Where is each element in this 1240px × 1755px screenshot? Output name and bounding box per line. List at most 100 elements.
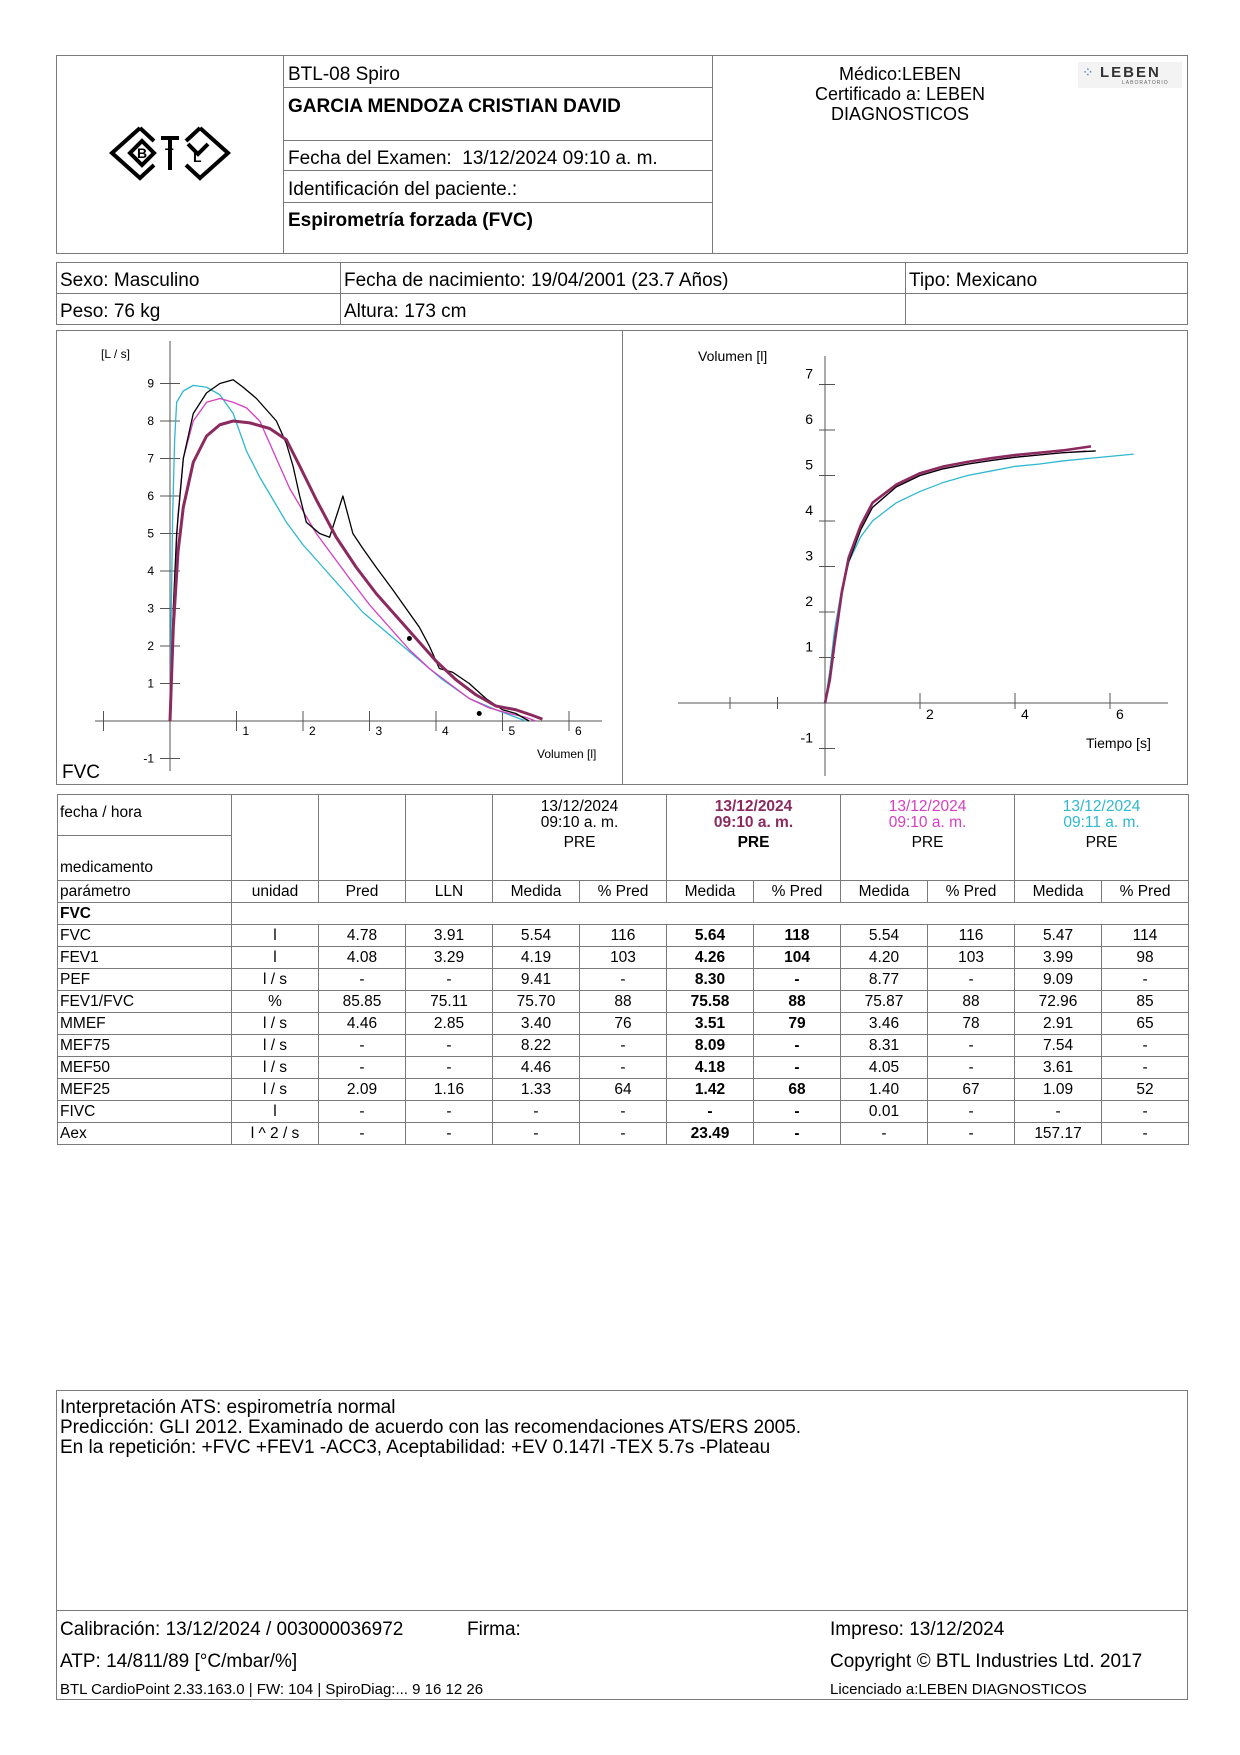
vt-y-tick-label: 4 <box>805 502 813 518</box>
table-cell: FVC <box>57 924 232 947</box>
leben-logo-icon: ⁘ <box>1082 64 1094 80</box>
table-cell: - <box>492 1100 580 1123</box>
column-header: unidad <box>231 880 319 903</box>
doctor-name: Médico:LEBEN <box>838 64 962 84</box>
column-header: Pred <box>318 880 406 903</box>
table-cell: - <box>578 1034 668 1057</box>
svg-text:B: B <box>137 145 147 161</box>
table-cell: 116 <box>578 924 668 947</box>
table-cell: 5.54 <box>840 924 929 947</box>
table-cell: - <box>405 968 493 991</box>
test-3-time: 09:10 a. m. <box>888 814 967 831</box>
certified-line1: Certificado a: LEBEN <box>814 84 986 104</box>
table-cell: - <box>1014 1100 1103 1123</box>
table-cell: - <box>318 1056 406 1079</box>
fv-x-label: Volumen [l] <box>537 747 596 761</box>
medicamento-label-cell: medicamento <box>57 835 232 881</box>
table-cell: 4.26 <box>666 946 755 969</box>
interpretation-box <box>56 1390 1188 1700</box>
table-cell: 65 <box>1101 1012 1190 1035</box>
table-cell: 52 <box>1101 1078 1190 1101</box>
table-cell: 8.30 <box>666 968 755 991</box>
column-header: Medida <box>492 880 580 903</box>
column-header-row: parámetro unidad Pred LLN Medida% Pred Medida… <box>57 880 1190 903</box>
table-cell: 2.09 <box>318 1078 406 1101</box>
table-cell: 1.09 <box>1014 1078 1103 1101</box>
table-cell: - <box>927 968 1016 991</box>
table-cell: 4.46 <box>318 1012 406 1035</box>
fv-y-tick-label: -1 <box>143 752 154 766</box>
medicamento-label: medicamento <box>60 859 154 876</box>
table-cell: - <box>492 1122 580 1145</box>
table-cell: 3.51 <box>666 1012 755 1035</box>
table-cell: - <box>578 968 668 991</box>
column-header: % Pred <box>578 880 668 903</box>
test-4-med: PRE <box>1085 834 1118 851</box>
table-cell: l / s <box>231 1012 319 1035</box>
fv-x-tick-label: 1 <box>243 724 250 738</box>
table-row: MMEF l / s 4.46 2.85 3.40 76 3.51 79 3.46 78 2.91 6… <box>57 1012 1190 1035</box>
table-cell: % <box>231 990 319 1013</box>
table-cell: 103 <box>578 946 668 969</box>
calibration: Calibración: 13/12/2024 / 003000036972 <box>60 1619 404 1640</box>
table-cell: - <box>318 1034 406 1057</box>
table-cell: MEF25 <box>57 1078 232 1101</box>
test-2-med: PRE <box>737 834 770 851</box>
table-cell: 88 <box>927 990 1016 1013</box>
volume-time-chart: -1 1 2 3 4 5 6 7 2 4 6 Volumen [l] Tiempo [s] <box>678 348 1168 776</box>
column-header: parámetro <box>57 880 232 903</box>
fv-y-tick-label: 7 <box>147 452 154 466</box>
table-row: MEF75 l / s - -8.22-8.09-8.31-7.54- <box>57 1034 1190 1057</box>
interpretation-line1: Interpretación ATS: espirometría normal <box>60 1397 396 1418</box>
table-cell: MEF50 <box>57 1056 232 1079</box>
table-row: FIVC l - - - - - -0.01- - - <box>57 1100 1190 1123</box>
table-cell: - <box>1101 1122 1190 1145</box>
vt-y-tick-label: 2 <box>805 593 813 609</box>
fv-y-tick-label: 6 <box>147 489 154 503</box>
table-cell: 2.91 <box>1014 1012 1103 1035</box>
printed-date: Impreso: 13/12/2024 <box>830 1619 1005 1640</box>
table-cell: 4.78 <box>318 924 406 947</box>
fv-marker <box>406 636 412 641</box>
fv-series-1 <box>169 379 530 722</box>
table-cell: 79 <box>753 1012 842 1035</box>
table-cell: - <box>840 1122 929 1145</box>
fecha-label-cell: fecha / hora <box>57 794 232 836</box>
table-cell: - <box>927 1122 1016 1145</box>
test-2-header: 13/12/2024 09:10 a. m. PRE <box>666 794 842 881</box>
test-2-date: 13/12/2024 <box>714 798 793 815</box>
table-cell: l <box>231 924 319 947</box>
table-cell: 157.17 <box>1014 1122 1103 1145</box>
table-cell: 98 <box>1101 946 1190 969</box>
table-cell: - <box>405 1056 493 1079</box>
table-cell: - <box>753 1100 842 1123</box>
test-4-header: 13/12/2024 09:11 a. m. PRE <box>1014 794 1190 881</box>
exam-date-label: Fecha del Examen: <box>288 148 452 169</box>
table-cell: 4.20 <box>840 946 929 969</box>
patient-sex: Sexo: Masculino <box>60 270 200 291</box>
vt-series-2 <box>823 445 1092 704</box>
fv-y-tick-label: 5 <box>147 527 154 541</box>
table-cell: 64 <box>578 1078 668 1101</box>
vt-x-tick-label: 6 <box>1116 706 1124 722</box>
column-header: Medida <box>666 880 755 903</box>
table-cell: 9.09 <box>1014 968 1103 991</box>
vt-y-tick-label: 3 <box>805 548 813 564</box>
test-4-date: 13/12/2024 <box>1062 798 1141 815</box>
table-cell: 8.77 <box>840 968 929 991</box>
table-cell: - <box>405 1100 493 1123</box>
vt-y-tick-label: 5 <box>805 457 813 473</box>
patient-type: Tipo: Mexicano <box>909 270 1038 291</box>
table-cell: 3.61 <box>1014 1056 1103 1079</box>
table-cell: FEV1 <box>57 946 232 969</box>
table-cell: 75.87 <box>840 990 929 1013</box>
table-cell: FEV1/FVC <box>57 990 232 1013</box>
test-2-time: 09:10 a. m. <box>713 814 794 831</box>
table-cell: 68 <box>753 1078 842 1101</box>
copyright: Copyright © BTL Industries Ltd. 2017 <box>830 1651 1143 1672</box>
table-row: FEV1/FVC% 85.85 75.11 75.70 88 75.58 88 75.87 88… <box>57 990 1190 1013</box>
device-name: BTL-08 Spiro <box>288 64 400 85</box>
fv-y-tick-label: 2 <box>147 639 154 653</box>
table-cell: - <box>578 1122 668 1145</box>
table-cell: 75.70 <box>492 990 580 1013</box>
